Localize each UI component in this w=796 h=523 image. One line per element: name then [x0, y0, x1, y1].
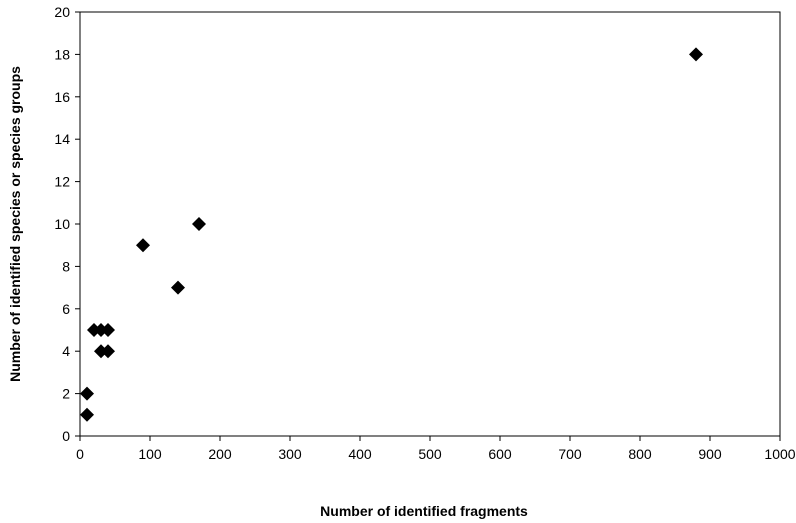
data-point: [136, 238, 150, 253]
data-point: [80, 407, 94, 422]
x-tick-label: 700: [558, 446, 582, 462]
y-axis-title: Number of identified species or species …: [7, 66, 23, 382]
x-tick-label: 400: [348, 446, 372, 462]
y-tick-label: 2: [62, 386, 70, 402]
y-tick-label: 0: [62, 428, 70, 444]
x-axis: 0 100 200 300 400 500 600 700 800 900 1000: [76, 436, 796, 462]
data-point: [689, 47, 703, 62]
x-tick-label: 0: [76, 446, 84, 462]
y-tick-label: 16: [54, 89, 70, 105]
y-tick-label: 20: [54, 4, 70, 20]
x-tick-label: 300: [278, 446, 302, 462]
y-tick-label: 18: [54, 46, 70, 62]
x-tick-label: 600: [488, 446, 512, 462]
x-tick-label: 100: [138, 446, 162, 462]
plot-area: [79, 11, 781, 437]
y-axis: 0 2 4 6 8 10 12 14 16 18 20: [54, 4, 80, 444]
y-tick-label: 12: [54, 174, 70, 190]
data-point: [101, 344, 115, 359]
x-tick-label: 500: [418, 446, 442, 462]
y-tick-label: 4: [62, 343, 70, 359]
y-tick-label: 14: [54, 131, 70, 147]
data-point: [192, 217, 206, 231]
x-tick-label: 1000: [764, 446, 795, 462]
x-tick-label: 200: [208, 446, 232, 462]
data-point: [80, 386, 94, 401]
data-point: [171, 280, 185, 295]
data-point: [101, 323, 115, 337]
x-tick-label: 900: [698, 446, 722, 462]
x-axis-title: Number of identified fragments: [320, 503, 528, 519]
x-tick-label: 800: [628, 446, 652, 462]
y-tick-label: 8: [62, 258, 70, 274]
y-tick-label: 10: [54, 216, 70, 232]
data-points: [80, 47, 703, 422]
y-tick-label: 6: [62, 301, 70, 317]
